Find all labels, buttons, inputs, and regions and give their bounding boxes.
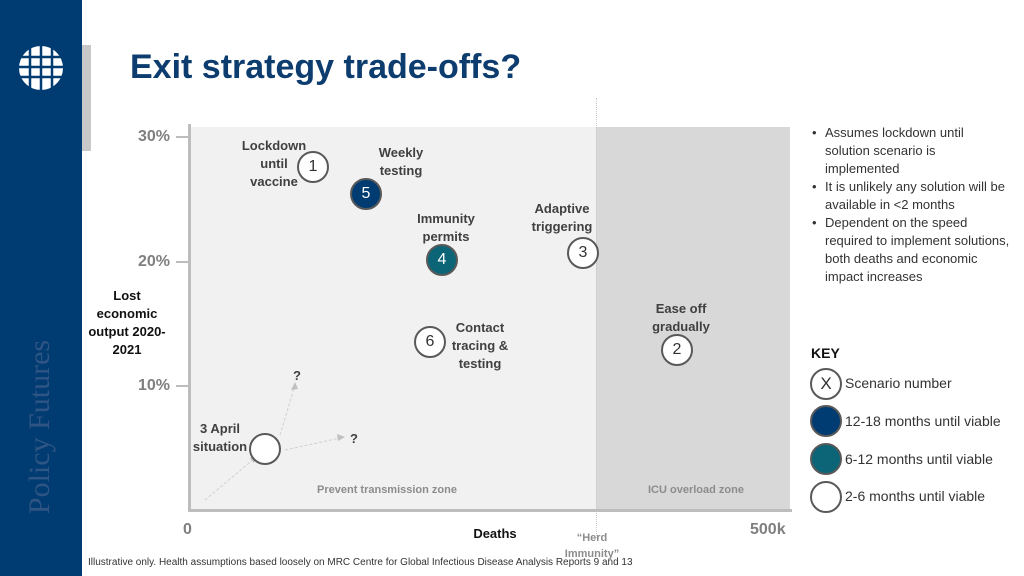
y-tick [176, 261, 188, 263]
current-situation-marker[interactable] [249, 433, 281, 465]
key-scenario-symbol: X [810, 368, 842, 400]
note: Assumes lockdown until solution scenario… [810, 124, 1010, 178]
x-min-label: 0 [183, 521, 192, 538]
y-axis-label: Lost economic output 2020-2021 [88, 288, 166, 357]
scenario-3-label: Adaptive triggering [531, 201, 593, 234]
current-situation-label: 3 April situation [192, 421, 248, 454]
y-tick-label: 20% [138, 253, 171, 270]
y-tick [176, 136, 188, 138]
icu-overload-zone [596, 127, 790, 510]
scenario-1-marker[interactable]: 1 [297, 151, 329, 183]
scenario-5-label: Weekly testing [378, 145, 424, 178]
brand-name: Policy Futures [23, 339, 56, 515]
zone-label: ICU overload zone [648, 484, 744, 496]
key-title: KEY [811, 345, 840, 361]
key-label: Scenario number [845, 375, 952, 391]
footnote: Illustrative only. Health assumptions ba… [88, 557, 633, 568]
scenario-4-marker[interactable]: 4 [426, 244, 458, 276]
scenario-2-label: Ease off gradually [652, 301, 710, 334]
key-label: 2-6 months until viable [845, 488, 986, 504]
y-tick-label: 10% [138, 377, 171, 394]
key-white-swatch [810, 481, 842, 513]
sidebar: Policy Futures [0, 0, 82, 576]
scenario-6-marker[interactable]: 6 [414, 326, 446, 358]
scenario-6-label: Contact tracing & testing [451, 320, 509, 371]
key-teal-swatch [810, 443, 842, 475]
notes-list: Assumes lockdown until solution scenario… [810, 124, 1010, 286]
herd-immunity-label: “Herd Immunity” [564, 532, 620, 560]
note: Dependent on the speed required to imple… [810, 214, 1010, 286]
x-axis-label: Deaths [473, 526, 517, 541]
key-label: 6-12 months until viable [845, 451, 993, 467]
zone-label: Prevent transmission zone [317, 484, 457, 496]
note: It is unlikely any solution will be avai… [810, 178, 1010, 214]
key-label: 12-18 months until viable [845, 413, 1001, 429]
scenario-1-label: Lockdown until vaccine [241, 138, 307, 189]
page-title: Exit strategy trade-offs? [130, 48, 522, 86]
herd-immunity-line [596, 98, 597, 538]
key-navy-swatch [810, 405, 842, 437]
accent-bar [82, 45, 91, 151]
scenario-2-marker[interactable]: 2 [661, 334, 693, 366]
y-tick [176, 385, 188, 387]
scenario-5-marker[interactable]: 5 [350, 178, 382, 210]
y-axis [188, 124, 191, 512]
question-mark: ? [293, 368, 301, 383]
x-max-label: 500k [750, 521, 786, 538]
scenario-4-label: Immunity permits [417, 211, 475, 244]
x-axis [188, 509, 792, 512]
y-tick-label: 30% [138, 128, 171, 145]
logo-icon [18, 45, 64, 91]
scenario-3-marker[interactable]: 3 [567, 237, 599, 269]
question-mark: ? [350, 431, 358, 446]
